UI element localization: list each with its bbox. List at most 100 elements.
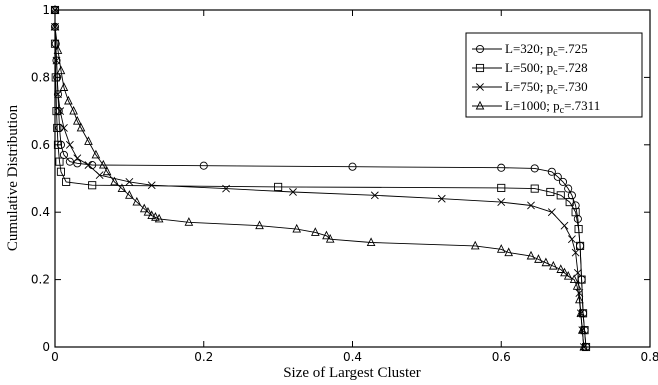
data-point <box>560 267 569 277</box>
y-tick-label: 0 <box>42 340 50 354</box>
legend-marker <box>476 83 484 91</box>
data-point <box>556 264 566 273</box>
y-tick-label: 0.4 <box>31 205 50 219</box>
legend-label: L=320; pc=.725 <box>505 41 588 59</box>
data-point <box>91 149 101 159</box>
data-point <box>50 4 60 14</box>
legend-label: L=500; pc=.728 <box>505 60 588 78</box>
data-point <box>62 177 71 186</box>
series-2 <box>51 6 588 351</box>
data-point <box>574 224 583 234</box>
data-point <box>581 342 591 352</box>
data-point <box>147 210 157 220</box>
data-point <box>577 324 587 334</box>
data-point <box>563 271 573 280</box>
data-point <box>470 240 480 250</box>
data-point <box>580 326 589 335</box>
x-tick-label: 0.6 <box>492 350 511 364</box>
data-point <box>139 203 149 213</box>
data-point <box>72 116 82 125</box>
data-point <box>548 260 558 270</box>
data-point <box>99 159 108 169</box>
data-point <box>56 65 66 75</box>
data-point <box>59 150 68 159</box>
data-point <box>575 294 584 304</box>
data-point <box>64 95 73 105</box>
data-point <box>292 223 302 233</box>
x-tick-label: 0 <box>51 350 59 364</box>
data-point <box>564 184 573 193</box>
y-axis-title: Cumulative Distribution <box>5 104 21 251</box>
data-point <box>184 217 194 226</box>
data-point <box>53 140 63 149</box>
data-point <box>497 183 506 192</box>
data-point <box>579 341 589 351</box>
data-point <box>95 171 104 180</box>
data-point <box>504 247 514 257</box>
data-point <box>255 220 264 230</box>
data-point <box>370 191 379 200</box>
data-point <box>547 167 556 176</box>
legend-label-value: =.725 <box>558 41 588 56</box>
data-point <box>541 257 551 267</box>
data-point <box>151 212 160 221</box>
data-point <box>60 124 68 132</box>
data-point <box>50 21 60 31</box>
data-point <box>496 244 506 253</box>
legend-label: L=1000; pc=.7311 <box>505 98 600 116</box>
data-point <box>526 250 536 260</box>
legend-box <box>465 32 643 118</box>
data-point <box>576 241 585 250</box>
data-point <box>530 184 539 193</box>
data-point <box>322 230 331 240</box>
data-point <box>53 45 63 54</box>
x-axis-title: Size of Largest Cluster <box>283 365 421 381</box>
data-point <box>530 164 539 173</box>
data-point <box>565 198 574 207</box>
data-point <box>69 105 78 115</box>
data-point <box>147 181 156 190</box>
legend-label-subscript: c <box>553 48 558 59</box>
series-3 <box>50 4 589 351</box>
data-point <box>348 162 357 171</box>
data-point <box>84 136 93 145</box>
y-tick-label: 1 <box>42 3 50 17</box>
data-point <box>132 196 142 206</box>
data-point <box>76 122 86 132</box>
legend-label: L=750; pc=.730 <box>505 79 588 97</box>
data-point <box>154 213 164 223</box>
data-point <box>73 159 82 168</box>
series-1 <box>50 5 591 352</box>
legend-label-subscript: c <box>553 86 558 97</box>
legend-entry: L=500; pc=.728 <box>472 60 588 78</box>
data-point <box>125 177 134 186</box>
data-point <box>575 289 584 297</box>
data-point <box>567 235 576 244</box>
legend-entry: L=750; pc=.730 <box>472 79 588 97</box>
legend-marker <box>475 44 485 54</box>
data-point <box>310 227 320 236</box>
series-layer <box>50 4 591 352</box>
y-tick-label: 0.6 <box>31 138 50 152</box>
legend-label-value: =.730 <box>558 79 588 94</box>
data-point <box>571 248 580 257</box>
data-point <box>56 167 65 176</box>
legend-label-main: L=750; p <box>505 79 553 94</box>
data-point <box>569 274 579 284</box>
data-point <box>325 233 335 243</box>
data-point <box>366 237 376 246</box>
data-point <box>571 208 580 217</box>
data-point <box>567 191 576 200</box>
y-tick-label: 0.8 <box>31 70 50 84</box>
data-point <box>65 140 74 149</box>
data-point <box>53 123 62 132</box>
data-point <box>65 157 74 166</box>
data-point <box>117 183 127 193</box>
legend-label-main: L=1000; p <box>505 98 560 113</box>
data-point <box>51 73 60 82</box>
data-point <box>556 191 565 200</box>
legend-marker <box>475 63 485 73</box>
